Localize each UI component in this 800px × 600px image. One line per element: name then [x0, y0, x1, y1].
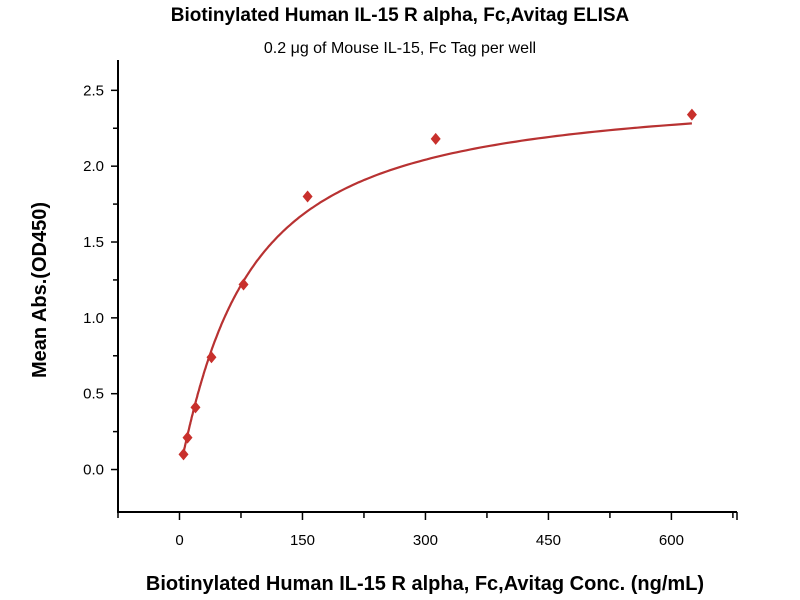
fit-curve [182, 122, 692, 453]
y-tick-label: 0.0 [83, 462, 104, 479]
chart-title: Biotinylated Human IL-15 R alpha, Fc,Avi… [171, 5, 630, 26]
chart-subtitle: 0.2 μg of Mouse IL-15, Fc Tag per well [264, 40, 536, 57]
y-tick-label: 1.0 [83, 310, 104, 327]
data-point [182, 431, 193, 444]
y-tick-label: 1.5 [83, 234, 104, 251]
x-tick-label: 0 [175, 532, 183, 549]
data-point [238, 278, 249, 291]
data-point [686, 108, 697, 121]
x-axis-label: Biotinylated Human IL-15 R alpha, Fc,Avi… [146, 573, 704, 595]
axes [111, 60, 738, 520]
data-point [190, 401, 201, 414]
y-tick-label: 2.5 [83, 82, 104, 99]
data-point [302, 190, 313, 203]
x-tick-label: 450 [536, 532, 561, 549]
data-point [430, 132, 441, 145]
x-tick-label: 600 [659, 532, 684, 549]
y-tick-label: 2.0 [83, 158, 104, 175]
x-tick-label: 300 [413, 532, 438, 549]
y-axis-label: Mean Abs.(OD450) [29, 202, 51, 378]
plot-area [178, 108, 697, 461]
x-tick-label: 150 [290, 532, 315, 549]
data-point [206, 351, 217, 364]
data-point [178, 448, 189, 461]
y-tick-label: 0.5 [83, 386, 104, 403]
tick-labels: 0.0 0.5 1.0 1.5 2.0 2.5 0 150 300 450 600 [83, 82, 684, 549]
